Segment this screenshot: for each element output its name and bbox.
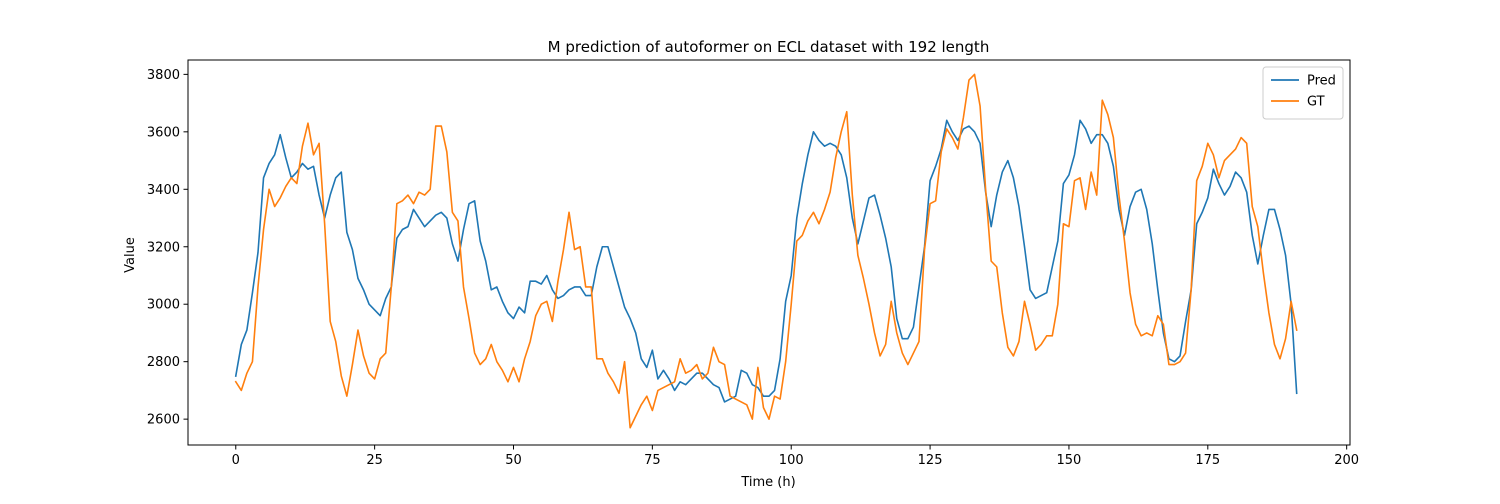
y-tick-label: 2600 [147,413,180,428]
y-tick-label: 3200 [147,240,180,255]
y-tick-label: 3400 [147,183,180,198]
series-line-pred [234,119,1298,403]
plot-frame [187,59,1351,446]
x-tick-label: 0 [232,453,240,468]
x-tick-label: 75 [644,453,661,468]
plot-area: 0 25 50 75 100 125 150 175 200 2600 2800 3000 3200 34… [147,59,1359,468]
x-tick-label: 100 [779,453,804,468]
x-tick-label: 200 [1334,453,1359,468]
x-tick-label: 50 [505,453,522,468]
y-tick-label: 3600 [147,125,180,140]
x-tick-label: 25 [366,453,383,468]
legend-label-gt: GT [1307,95,1325,110]
x-tick-label: 175 [1195,453,1220,468]
series-line-gt [234,73,1298,429]
x-tick-label: 125 [918,453,943,468]
legend-label-pred: Pred [1307,74,1336,89]
y-tick-label: 3000 [147,298,180,313]
y-tick-label: 3800 [147,68,180,83]
x-tick-label: 150 [1057,453,1082,468]
x-axis-label: Time (h) [740,475,795,490]
y-tick-label: 2800 [147,355,180,370]
chart-title: M prediction of autoformer on ECL datase… [548,38,990,56]
y-axis-label: Value [123,237,138,273]
